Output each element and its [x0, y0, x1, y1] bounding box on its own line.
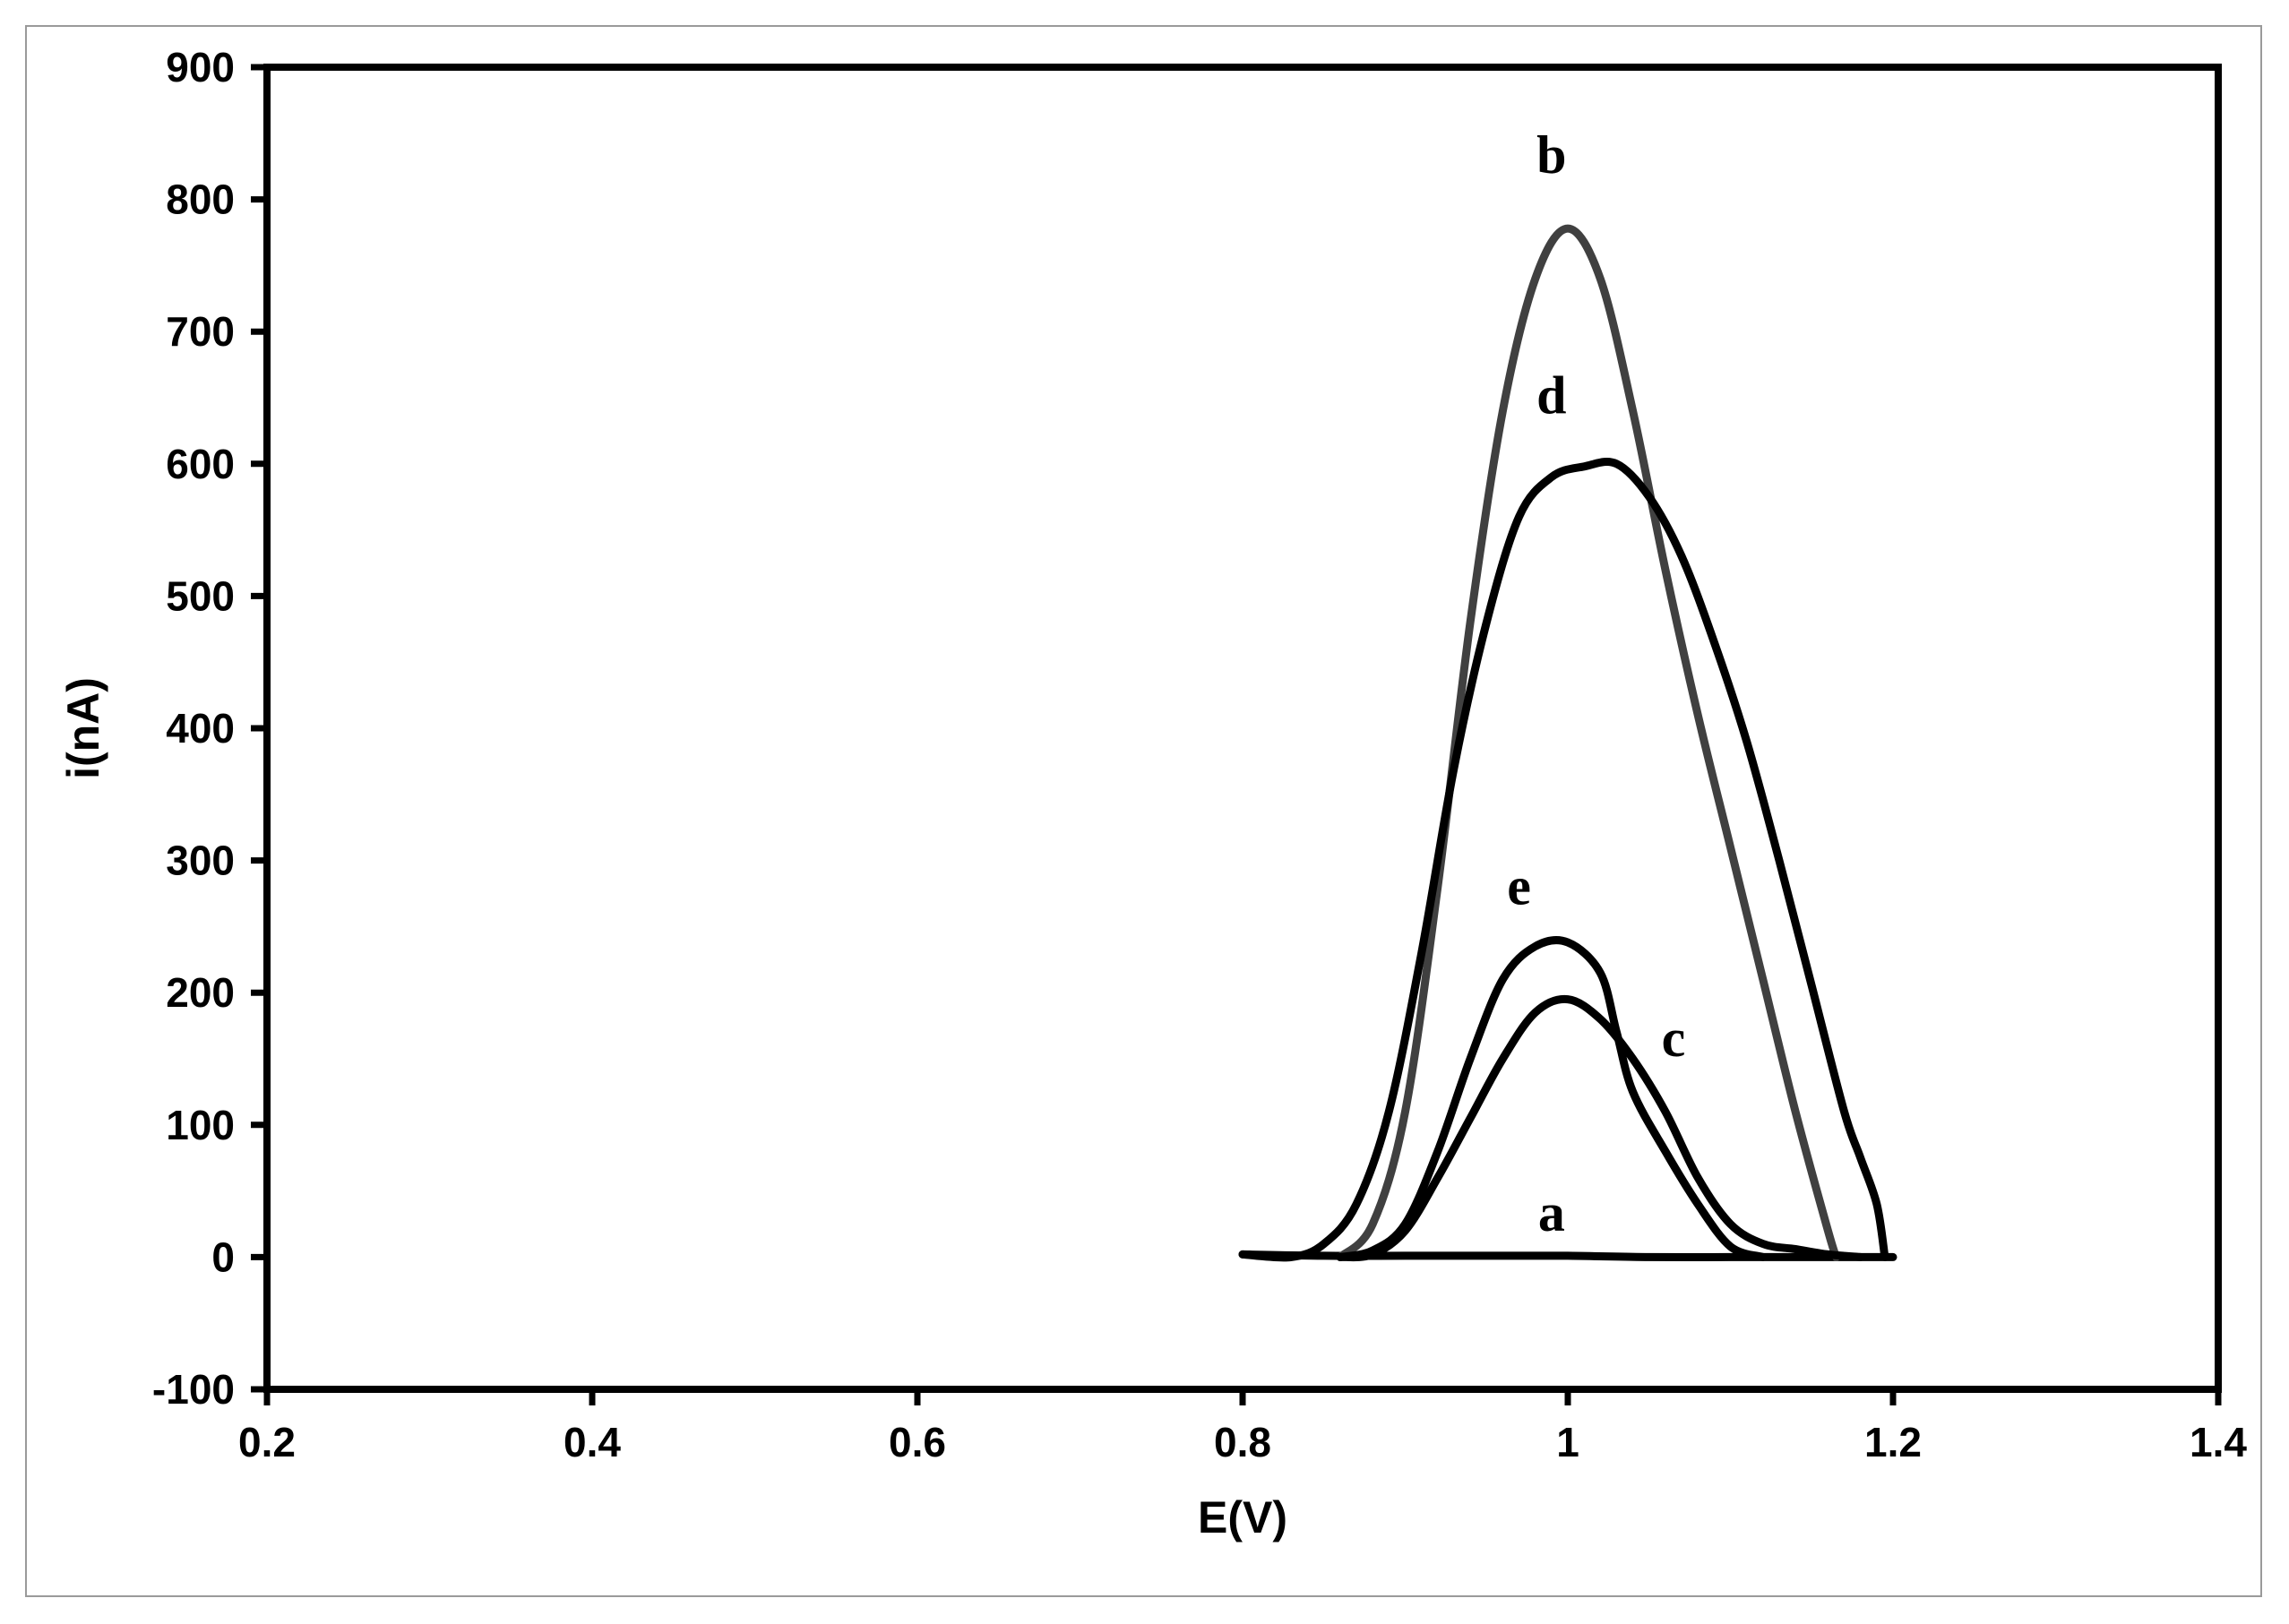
series-c-line — [1336, 994, 1865, 1262]
series-e-label: e — [1507, 856, 1531, 915]
series-d-label: d — [1536, 366, 1566, 425]
x-tick-label: 1 — [1556, 1419, 1579, 1465]
series-d-line — [1238, 458, 1889, 1262]
x-tick-label: 1.2 — [1864, 1419, 1922, 1465]
chart-frame: -100 0 100 200 300 400 500 600 700 800 900 0.2 0.4 0.… — [25, 25, 2262, 1597]
series-c-label: c — [1662, 1009, 1686, 1068]
x-tick-label: 1.4 — [2190, 1419, 2247, 1465]
y-tick-label: 700 — [166, 308, 235, 355]
series-a-label: a — [1538, 1183, 1565, 1242]
series-layer — [1238, 224, 1897, 1262]
series-b-label: b — [1536, 125, 1566, 185]
y-tick-label: 400 — [166, 705, 235, 752]
y-tick-label: 300 — [166, 838, 235, 884]
x-tick-label: 0.6 — [889, 1419, 946, 1465]
x-tick-label: 0.8 — [1214, 1419, 1271, 1465]
label-layer: a b c d e — [1507, 125, 1685, 1242]
x-axis-title: E(V) — [1198, 1492, 1287, 1542]
x-tick-label: 0.4 — [564, 1419, 621, 1465]
x-tick-label: 0.2 — [238, 1419, 296, 1465]
y-axis-title: i(nA) — [58, 677, 108, 779]
y-tick-label: 800 — [166, 176, 235, 223]
y-tick-label: 200 — [166, 969, 235, 1016]
series-b-line — [1336, 224, 1840, 1261]
axis-layer: -100 0 100 200 300 400 500 600 700 800 900 0.2 0.4 0.… — [152, 44, 2247, 1465]
y-tick-label: 600 — [166, 441, 235, 487]
series-e-line — [1336, 936, 1768, 1261]
y-tick-label: 100 — [166, 1102, 235, 1148]
y-tick-label: 0 — [211, 1233, 235, 1280]
y-tick-label: 900 — [166, 44, 235, 90]
chart: -100 0 100 200 300 400 500 600 700 800 900 0.2 0.4 0.… — [58, 44, 2247, 1542]
y-tick-label: 500 — [166, 572, 235, 619]
y-tick-label: -100 — [152, 1366, 235, 1413]
plot-area — [263, 64, 2222, 1393]
